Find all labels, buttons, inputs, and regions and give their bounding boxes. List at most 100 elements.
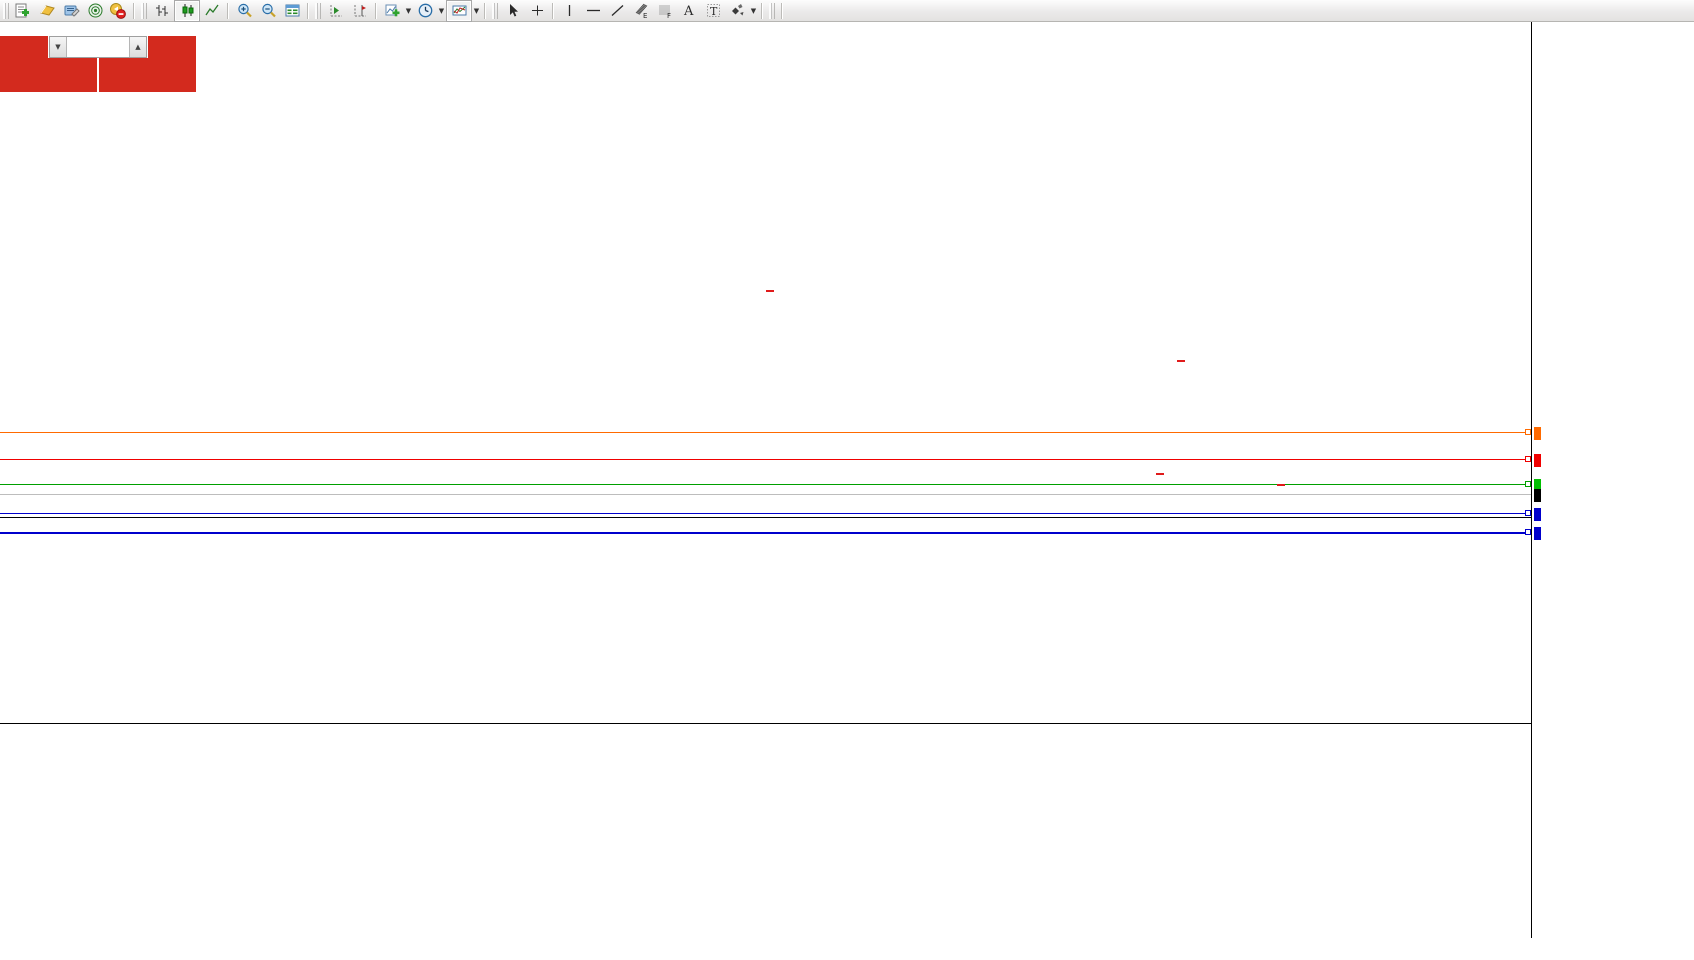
signals-button[interactable] [83,1,107,21]
sell-button[interactable] [0,36,48,58]
zoom-in-button[interactable] [232,1,256,21]
toolbar-grip-5[interactable] [769,2,775,19]
cursor-tool[interactable] [501,1,525,21]
data-window-button[interactable] [280,1,304,21]
zoom-out-button[interactable] [256,1,280,21]
pending-level-line-2[interactable] [0,532,1531,534]
one-click-trading-panel[interactable]: ▼ ▲ [0,36,196,92]
pending-level-handle-1[interactable] [1525,510,1531,516]
expert-advisors-button[interactable] [35,1,59,21]
metaeditor-button[interactable] [59,1,83,21]
expert-folder-icon [39,2,56,19]
ask-level-line[interactable] [0,432,1531,433]
pending-level-line-1[interactable] [0,513,1531,514]
pending-price-label-2[interactable] [1534,527,1541,540]
takeprofit-level-handle[interactable] [1525,481,1531,487]
clock-icon [417,2,434,19]
vertical-line-icon [561,2,578,19]
chart-container[interactable] [0,22,1694,960]
svg-text:E: E [643,12,647,19]
trendline-tool[interactable] [605,1,629,21]
stoploss-level-handle[interactable] [1525,456,1531,462]
toolbar-divider-5 [484,2,486,19]
toolbar-divider-1 [133,2,135,19]
channel-icon: E [633,2,650,19]
annotation-132706[interactable] [766,290,774,292]
annotation-130193[interactable] [1156,473,1164,475]
toolbar-grip-4[interactable] [492,2,498,19]
pending-level-handle-2[interactable] [1525,529,1531,535]
toolbar-grip[interactable] [3,2,9,19]
add-indicator-button[interactable] [380,1,404,21]
new-order-button[interactable] [12,1,35,21]
signals-icon [87,2,104,19]
bid-price-label[interactable] [1534,489,1541,502]
candlestick-icon [179,2,196,19]
stoploss-level-line[interactable] [0,459,1531,460]
autotrading-button[interactable] [107,1,130,21]
chart-shift-button[interactable] [348,1,372,21]
takeprofit-level-line[interactable] [0,484,1531,485]
vertical-line-tool[interactable] [557,1,581,21]
price-axis[interactable] [1531,22,1694,938]
annotation-131928[interactable] [1177,360,1185,362]
volume-field[interactable]: ▼ ▲ [49,36,147,58]
shapes-tool[interactable] [725,1,749,21]
pending-price-label-1[interactable] [1534,508,1541,521]
toolbar-grip-3[interactable] [315,2,321,19]
line-chart-icon [204,2,221,19]
arrow-cursor-icon [505,2,522,19]
auto-scroll-button[interactable] [324,1,348,21]
buy-button[interactable] [148,36,196,58]
text-label-tool[interactable]: T [701,1,725,21]
shapes-dropdown-arrow[interactable]: ▼ [750,6,757,15]
shapes-icon [729,2,746,19]
new-order-icon [14,2,31,19]
fibonacci-tool[interactable]: F [653,1,677,21]
ask-level-handle[interactable] [1525,429,1531,435]
sell-price-display[interactable] [0,58,97,92]
buy-price-big [146,91,149,92]
metatrader-window: ▼ ▼ ▼ [0,0,1694,938]
toolbar-divider-7 [761,2,763,19]
toolbar-divider-4 [375,2,377,19]
line-chart-button[interactable] [200,1,224,21]
octp-controls-row: ▼ ▲ [0,36,196,58]
toolbar-divider-6 [552,2,554,19]
rsi-pane[interactable] [0,725,1531,937]
bar-chart-button[interactable] [150,1,174,21]
volume-value[interactable] [67,37,129,57]
toolbar-divider-8 [781,2,783,19]
svg-text:A: A [683,4,694,19]
volume-increment-button[interactable]: ▲ [129,37,146,57]
add-indicator-dropdown-arrow[interactable]: ▼ [405,6,412,15]
zoom-in-icon [236,2,253,19]
takeprofit-price-label[interactable] [1534,479,1541,492]
svg-text:F: F [667,12,671,19]
templates-dropdown-arrow[interactable]: ▼ [473,6,480,15]
period-dropdown-arrow[interactable]: ▼ [438,6,445,15]
volume-decrement-button[interactable]: ▼ [50,37,67,57]
crosshair-tool[interactable] [525,1,549,21]
equidistant-channel-tool[interactable]: E [629,1,653,21]
toolbar-divider-3 [307,2,309,19]
price-pane[interactable] [0,22,1531,518]
horizontal-line-icon [585,2,602,19]
zoom-out-icon [260,2,277,19]
templates-button[interactable] [446,0,472,22]
main-toolbar: ▼ ▼ ▼ [0,0,1694,22]
ask-price-label[interactable] [1534,427,1541,440]
macd-pane[interactable] [0,519,1531,724]
autotrading-icon [109,2,126,19]
stoploss-price-label[interactable] [1534,454,1541,467]
text-tool[interactable]: A [677,1,701,21]
period-button[interactable] [413,1,437,21]
toolbar-grip-2[interactable] [141,2,147,19]
candlestick-chart-button[interactable] [174,0,200,22]
bid-level-line[interactable] [0,494,1531,495]
annotation-129986[interactable] [1277,484,1285,486]
time-axis[interactable] [0,938,1694,960]
text-a-icon: A [681,2,698,19]
horizontal-line-tool[interactable] [581,1,605,21]
buy-price-display[interactable] [99,58,196,92]
